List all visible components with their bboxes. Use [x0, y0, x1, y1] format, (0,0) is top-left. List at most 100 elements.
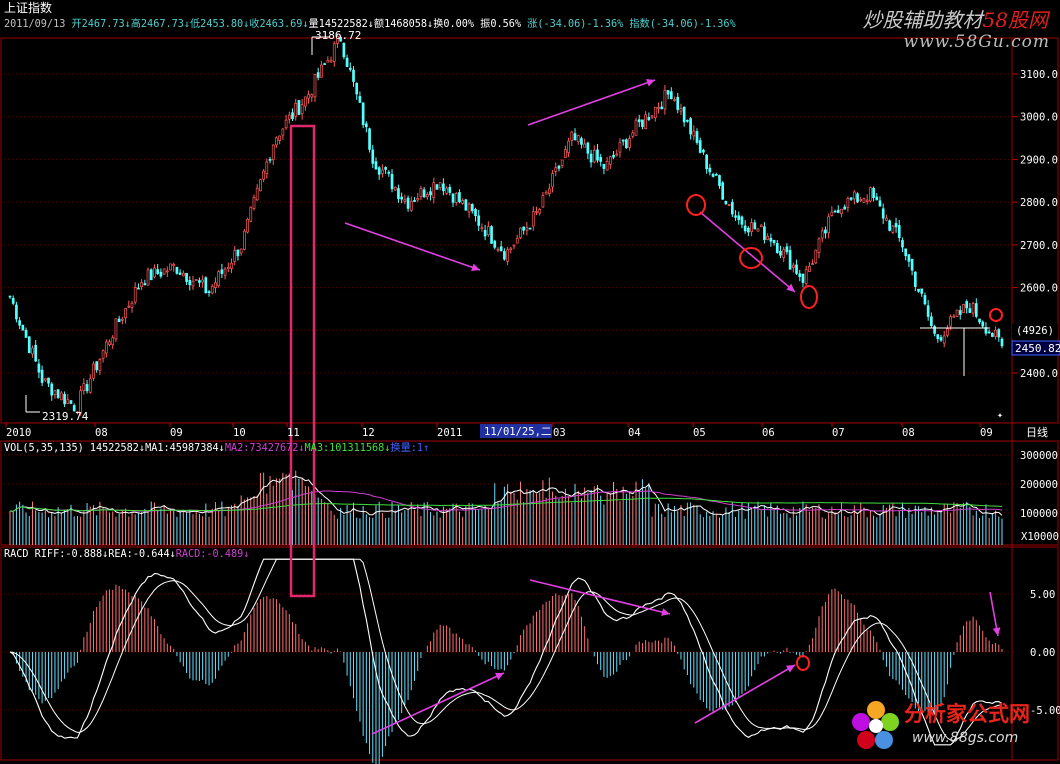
candle-body [72, 405, 76, 412]
candle-body [275, 137, 278, 146]
candle-body [987, 331, 991, 334]
highlight-circle [989, 308, 1003, 322]
candle-body [869, 187, 872, 202]
candle-body [297, 100, 301, 115]
candle-body [727, 204, 731, 206]
candle-body [737, 215, 741, 221]
legend-part: 额1468058↓ [374, 17, 433, 30]
candle-body [583, 143, 587, 148]
trend-arrow-head [992, 627, 1001, 636]
trend-arrow-head [786, 665, 795, 673]
candle-body [483, 229, 487, 237]
candle-body [772, 239, 776, 244]
candle-body [567, 140, 570, 153]
candle-body [669, 91, 673, 99]
candle-body [849, 197, 853, 200]
candle-body [435, 184, 439, 190]
candle-body [612, 154, 615, 158]
candle-body [907, 254, 911, 262]
candle-body [214, 282, 217, 288]
volume-tick-label: 200000 [1020, 479, 1058, 491]
candle-body [708, 167, 712, 173]
legend-part: 换量:1↑ [390, 441, 429, 454]
trend-arrow [529, 579, 671, 615]
candle-body [53, 390, 57, 395]
candle-body [528, 227, 532, 230]
candle-body [763, 226, 766, 240]
candle-body [734, 215, 737, 218]
trend-arrow-head [495, 672, 504, 680]
candle-body [88, 378, 92, 393]
time-axis-label: 08 [95, 427, 108, 439]
candle-body [766, 236, 769, 240]
candle-body [506, 249, 509, 262]
legend-part: MA1:45987384↓ [145, 443, 225, 454]
candle-body [201, 279, 204, 283]
highlight-box [289, 124, 316, 598]
trend-arrow-head [471, 263, 480, 272]
candle-body [596, 149, 599, 161]
candle-body [689, 118, 692, 135]
price-tick-label: 2400.0 [1020, 368, 1058, 380]
candle-body [374, 161, 378, 170]
candle-body [451, 193, 455, 203]
time-axis-label: 05 [693, 427, 706, 439]
price-tick-label: 2600.0 [1020, 283, 1058, 295]
macd-histogram [12, 584, 1003, 764]
macd-tick-label: -5.00 [1030, 705, 1060, 717]
candle-body [217, 271, 221, 287]
candle-body [676, 96, 680, 110]
candle-body [153, 267, 156, 278]
candle-body [300, 104, 304, 115]
candle-body [445, 187, 448, 194]
candle-body [352, 69, 355, 82]
candle-body [788, 250, 792, 270]
candle-body [650, 115, 654, 118]
candle-body [368, 128, 371, 150]
candle-body [474, 209, 477, 217]
candle-body [682, 106, 686, 123]
candle-body [60, 392, 63, 401]
candle-body [586, 142, 590, 154]
candle-body [477, 215, 481, 226]
candle-body [843, 206, 847, 210]
candle-body [159, 271, 163, 277]
candle-body [204, 277, 208, 294]
legend-part: 量14522582↓ [309, 18, 374, 30]
candle-body [618, 142, 622, 153]
trend-arrow-head [661, 608, 670, 616]
current-value: 2450.82 [1015, 342, 1060, 355]
candle-body [795, 264, 798, 274]
candle-body [538, 208, 542, 214]
candle-body [284, 119, 288, 129]
candle-body [348, 67, 352, 70]
candle-body [278, 135, 282, 141]
candle-body [149, 269, 153, 281]
candle-body [698, 140, 702, 153]
time-axis-label: 12 [362, 427, 375, 439]
candle-body [117, 318, 121, 323]
candle-body [901, 240, 904, 248]
volume-ma1 [9, 474, 1003, 516]
candle-body [974, 303, 978, 317]
watermark-58gu-url: www.58Gu.com [903, 32, 1050, 52]
candle-body [576, 135, 580, 142]
trend-arrow [344, 222, 481, 271]
candle-body [1000, 338, 1004, 347]
highlight-circle [739, 247, 763, 269]
candle-body [252, 197, 256, 209]
candle-body [384, 167, 387, 170]
candle-body [782, 249, 786, 258]
macd-axis: 5.00 0.00 -5.00 [1030, 589, 1060, 717]
candle-body [551, 173, 554, 188]
candle-body [981, 321, 985, 327]
volume-ma3 [9, 497, 1003, 512]
candle-body [262, 170, 265, 180]
candle-body [808, 266, 811, 272]
period-label[interactable]: 日线 [1026, 425, 1048, 439]
candle-body [127, 305, 131, 308]
volume-tick-label: 100000 [1020, 508, 1058, 520]
date-tooltip: 11/01/25,二 [484, 426, 551, 438]
candle-body [220, 269, 224, 274]
